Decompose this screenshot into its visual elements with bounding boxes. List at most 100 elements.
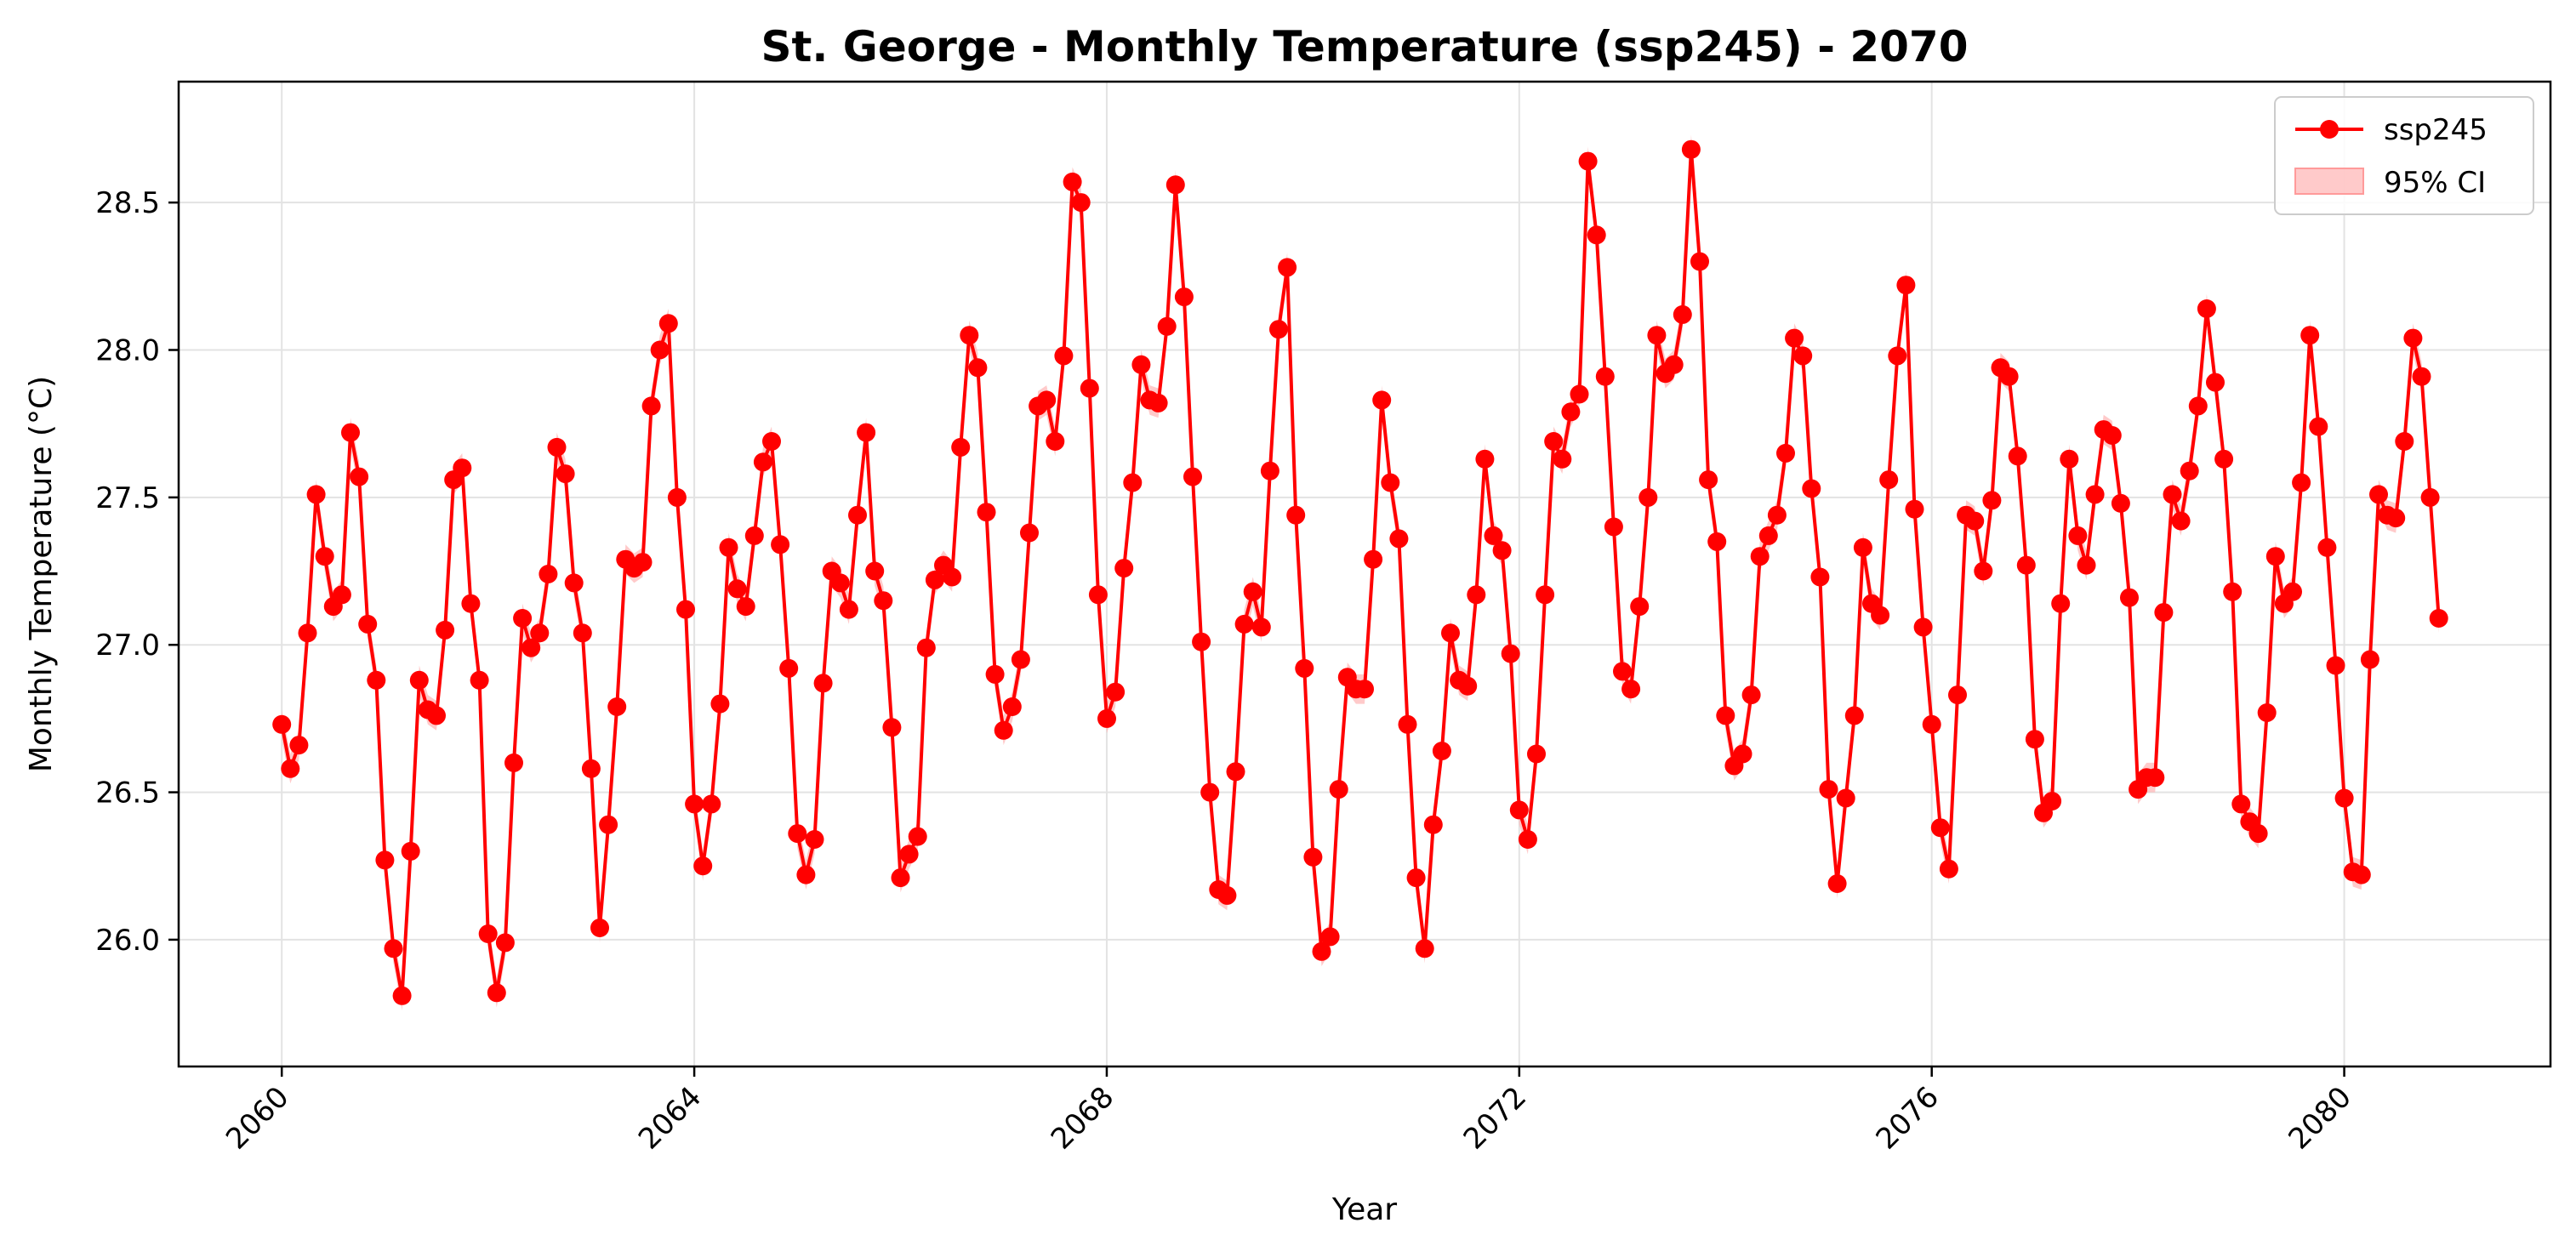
data-point xyxy=(1733,744,1752,764)
data-point xyxy=(581,759,601,778)
data-point xyxy=(943,567,962,587)
data-point xyxy=(2068,526,2088,545)
data-point xyxy=(1492,541,1512,560)
data-point xyxy=(650,340,670,360)
data-point xyxy=(332,585,351,605)
data-point xyxy=(1896,276,1916,295)
data-point xyxy=(1844,706,1864,725)
data-point xyxy=(1011,650,1030,669)
data-point xyxy=(2395,432,2414,451)
data-point xyxy=(1364,549,1383,569)
data-point xyxy=(2248,824,2268,844)
data-point xyxy=(530,623,550,643)
data-point xyxy=(2326,656,2345,675)
data-point xyxy=(2257,703,2277,722)
data-point xyxy=(2102,426,2122,445)
data-point xyxy=(702,794,721,814)
data-point xyxy=(830,573,850,593)
data-point xyxy=(2283,582,2302,601)
data-point xyxy=(2051,594,2071,613)
data-point xyxy=(315,547,334,566)
data-point xyxy=(908,827,927,846)
data-point xyxy=(401,841,420,861)
data-point xyxy=(865,561,885,581)
data-point xyxy=(1183,467,1202,486)
data-point xyxy=(1157,316,1177,336)
data-point xyxy=(1303,847,1323,867)
data-point xyxy=(1484,526,1503,545)
data-point xyxy=(1939,859,1958,879)
data-point xyxy=(1269,320,1288,339)
data-point xyxy=(676,600,695,619)
data-point xyxy=(1741,685,1761,705)
data-point xyxy=(461,594,481,613)
data-point xyxy=(298,623,317,643)
data-point xyxy=(1054,346,1074,366)
data-point xyxy=(1776,443,1795,463)
data-point xyxy=(1664,355,1684,374)
data-point xyxy=(641,396,661,416)
data-point xyxy=(1638,487,1658,507)
data-point xyxy=(341,423,360,442)
data-point xyxy=(2334,788,2354,808)
y-tick-label: 27.0 xyxy=(95,628,160,663)
data-point xyxy=(1948,685,1967,705)
data-point xyxy=(2403,328,2423,348)
data-point xyxy=(2231,794,2251,814)
data-point xyxy=(2412,367,2431,386)
data-point xyxy=(1243,582,1262,601)
data-point xyxy=(1999,367,2019,386)
data-point xyxy=(1544,432,1564,451)
data-point xyxy=(1905,499,1924,519)
data-point xyxy=(1037,390,1057,410)
data-point xyxy=(1234,614,1254,634)
data-point xyxy=(1509,800,1529,820)
data-point xyxy=(2429,609,2448,628)
data-point xyxy=(667,487,687,507)
data-point xyxy=(719,537,738,557)
data-point xyxy=(968,358,988,378)
data-point xyxy=(796,865,816,884)
data-point xyxy=(1536,585,1555,605)
data-point xyxy=(1888,346,1907,366)
legend: ssp245 95% CI xyxy=(2274,96,2534,215)
data-point xyxy=(1922,714,1941,734)
data-point xyxy=(1621,680,1641,699)
data-point xyxy=(857,423,876,442)
data-point xyxy=(1295,658,1314,678)
data-point xyxy=(1088,585,1108,605)
y-axis-label: Monthly Temperature (°C) xyxy=(24,376,59,772)
plot-area-frame xyxy=(177,80,2552,1068)
data-point xyxy=(436,620,455,640)
data-point xyxy=(1827,874,1847,893)
data-point xyxy=(1819,780,1838,799)
data-point xyxy=(951,437,971,457)
data-point xyxy=(1561,402,1581,422)
data-point xyxy=(1200,782,1220,802)
data-point xyxy=(367,670,386,690)
data-point xyxy=(1071,193,1091,213)
data-point xyxy=(805,830,824,849)
data-point xyxy=(1595,367,1615,386)
data-point xyxy=(1767,505,1787,525)
series-markers xyxy=(272,139,2448,1005)
data-point xyxy=(1441,623,1460,643)
data-point xyxy=(1690,252,1709,271)
data-point xyxy=(658,314,678,333)
data-point xyxy=(289,736,309,755)
data-point xyxy=(539,565,558,583)
data-point xyxy=(891,868,910,888)
data-point xyxy=(1097,708,1116,728)
data-point xyxy=(1802,479,1821,498)
data-point xyxy=(1020,523,1039,543)
data-point xyxy=(2369,485,2388,504)
data-point xyxy=(2265,547,2285,566)
data-point xyxy=(1518,830,1537,849)
data-point xyxy=(2016,555,2036,575)
data-point xyxy=(1707,532,1727,551)
data-point xyxy=(1930,818,1950,838)
data-point xyxy=(633,553,653,572)
data-point xyxy=(607,697,627,716)
data-point xyxy=(771,535,790,555)
data-point xyxy=(1423,815,1443,834)
